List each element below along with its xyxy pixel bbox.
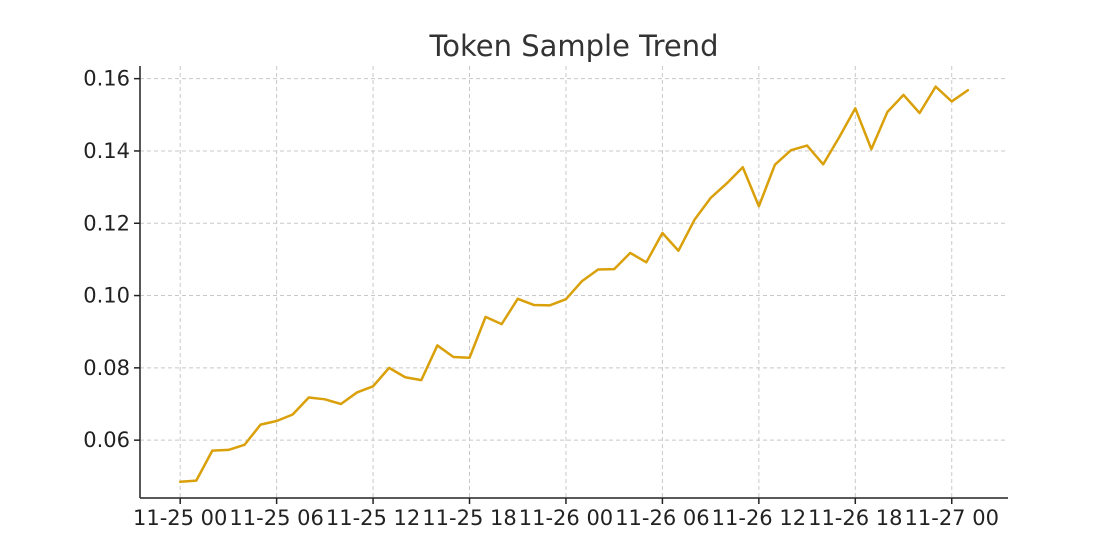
chart-title: Token Sample Trend (428, 29, 718, 63)
x-tick-label: 11-26 06 (615, 506, 709, 530)
x-tick-label: 11-25 12 (326, 506, 420, 530)
x-tick-label: 11-25 00 (133, 506, 227, 530)
x-tick-label: 11-27 00 (905, 506, 999, 530)
y-tick-label: 0.16 (83, 67, 130, 91)
y-tick-label: 0.12 (83, 211, 130, 235)
x-tick-label: 11-26 18 (808, 506, 902, 530)
x-tick-label: 11-26 00 (519, 506, 613, 530)
y-tick-label: 0.14 (83, 139, 130, 163)
y-tick-label: 0.10 (83, 284, 130, 308)
ticks-layer: 11-25 00 11-25 06 11-25 12 11-25 18 11-26 00… (83, 67, 999, 530)
axes-layer (139, 66, 1008, 499)
y-tick-label: 0.08 (83, 356, 130, 380)
series-layer (178, 85, 970, 483)
series-line (178, 85, 970, 483)
x-tick-label: 11-25 06 (229, 506, 323, 530)
x-tick-label: 11-25 18 (422, 506, 516, 530)
grid-layer (140, 66, 1008, 498)
x-tick-label: 11-26 12 (712, 506, 806, 530)
y-tick-label: 0.06 (83, 428, 130, 452)
